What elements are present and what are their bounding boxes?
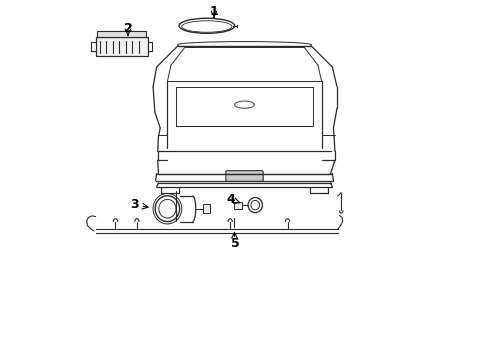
Bar (96, 37, 147, 56)
Text: 3: 3 (129, 198, 138, 211)
Text: 5: 5 (231, 237, 240, 250)
Bar (97, 31, 145, 37)
Text: 2: 2 (123, 22, 132, 35)
Bar (203, 204, 210, 213)
Text: 4: 4 (226, 193, 235, 206)
Bar (234, 202, 241, 209)
Text: 1: 1 (209, 5, 218, 18)
FancyBboxPatch shape (225, 171, 263, 181)
